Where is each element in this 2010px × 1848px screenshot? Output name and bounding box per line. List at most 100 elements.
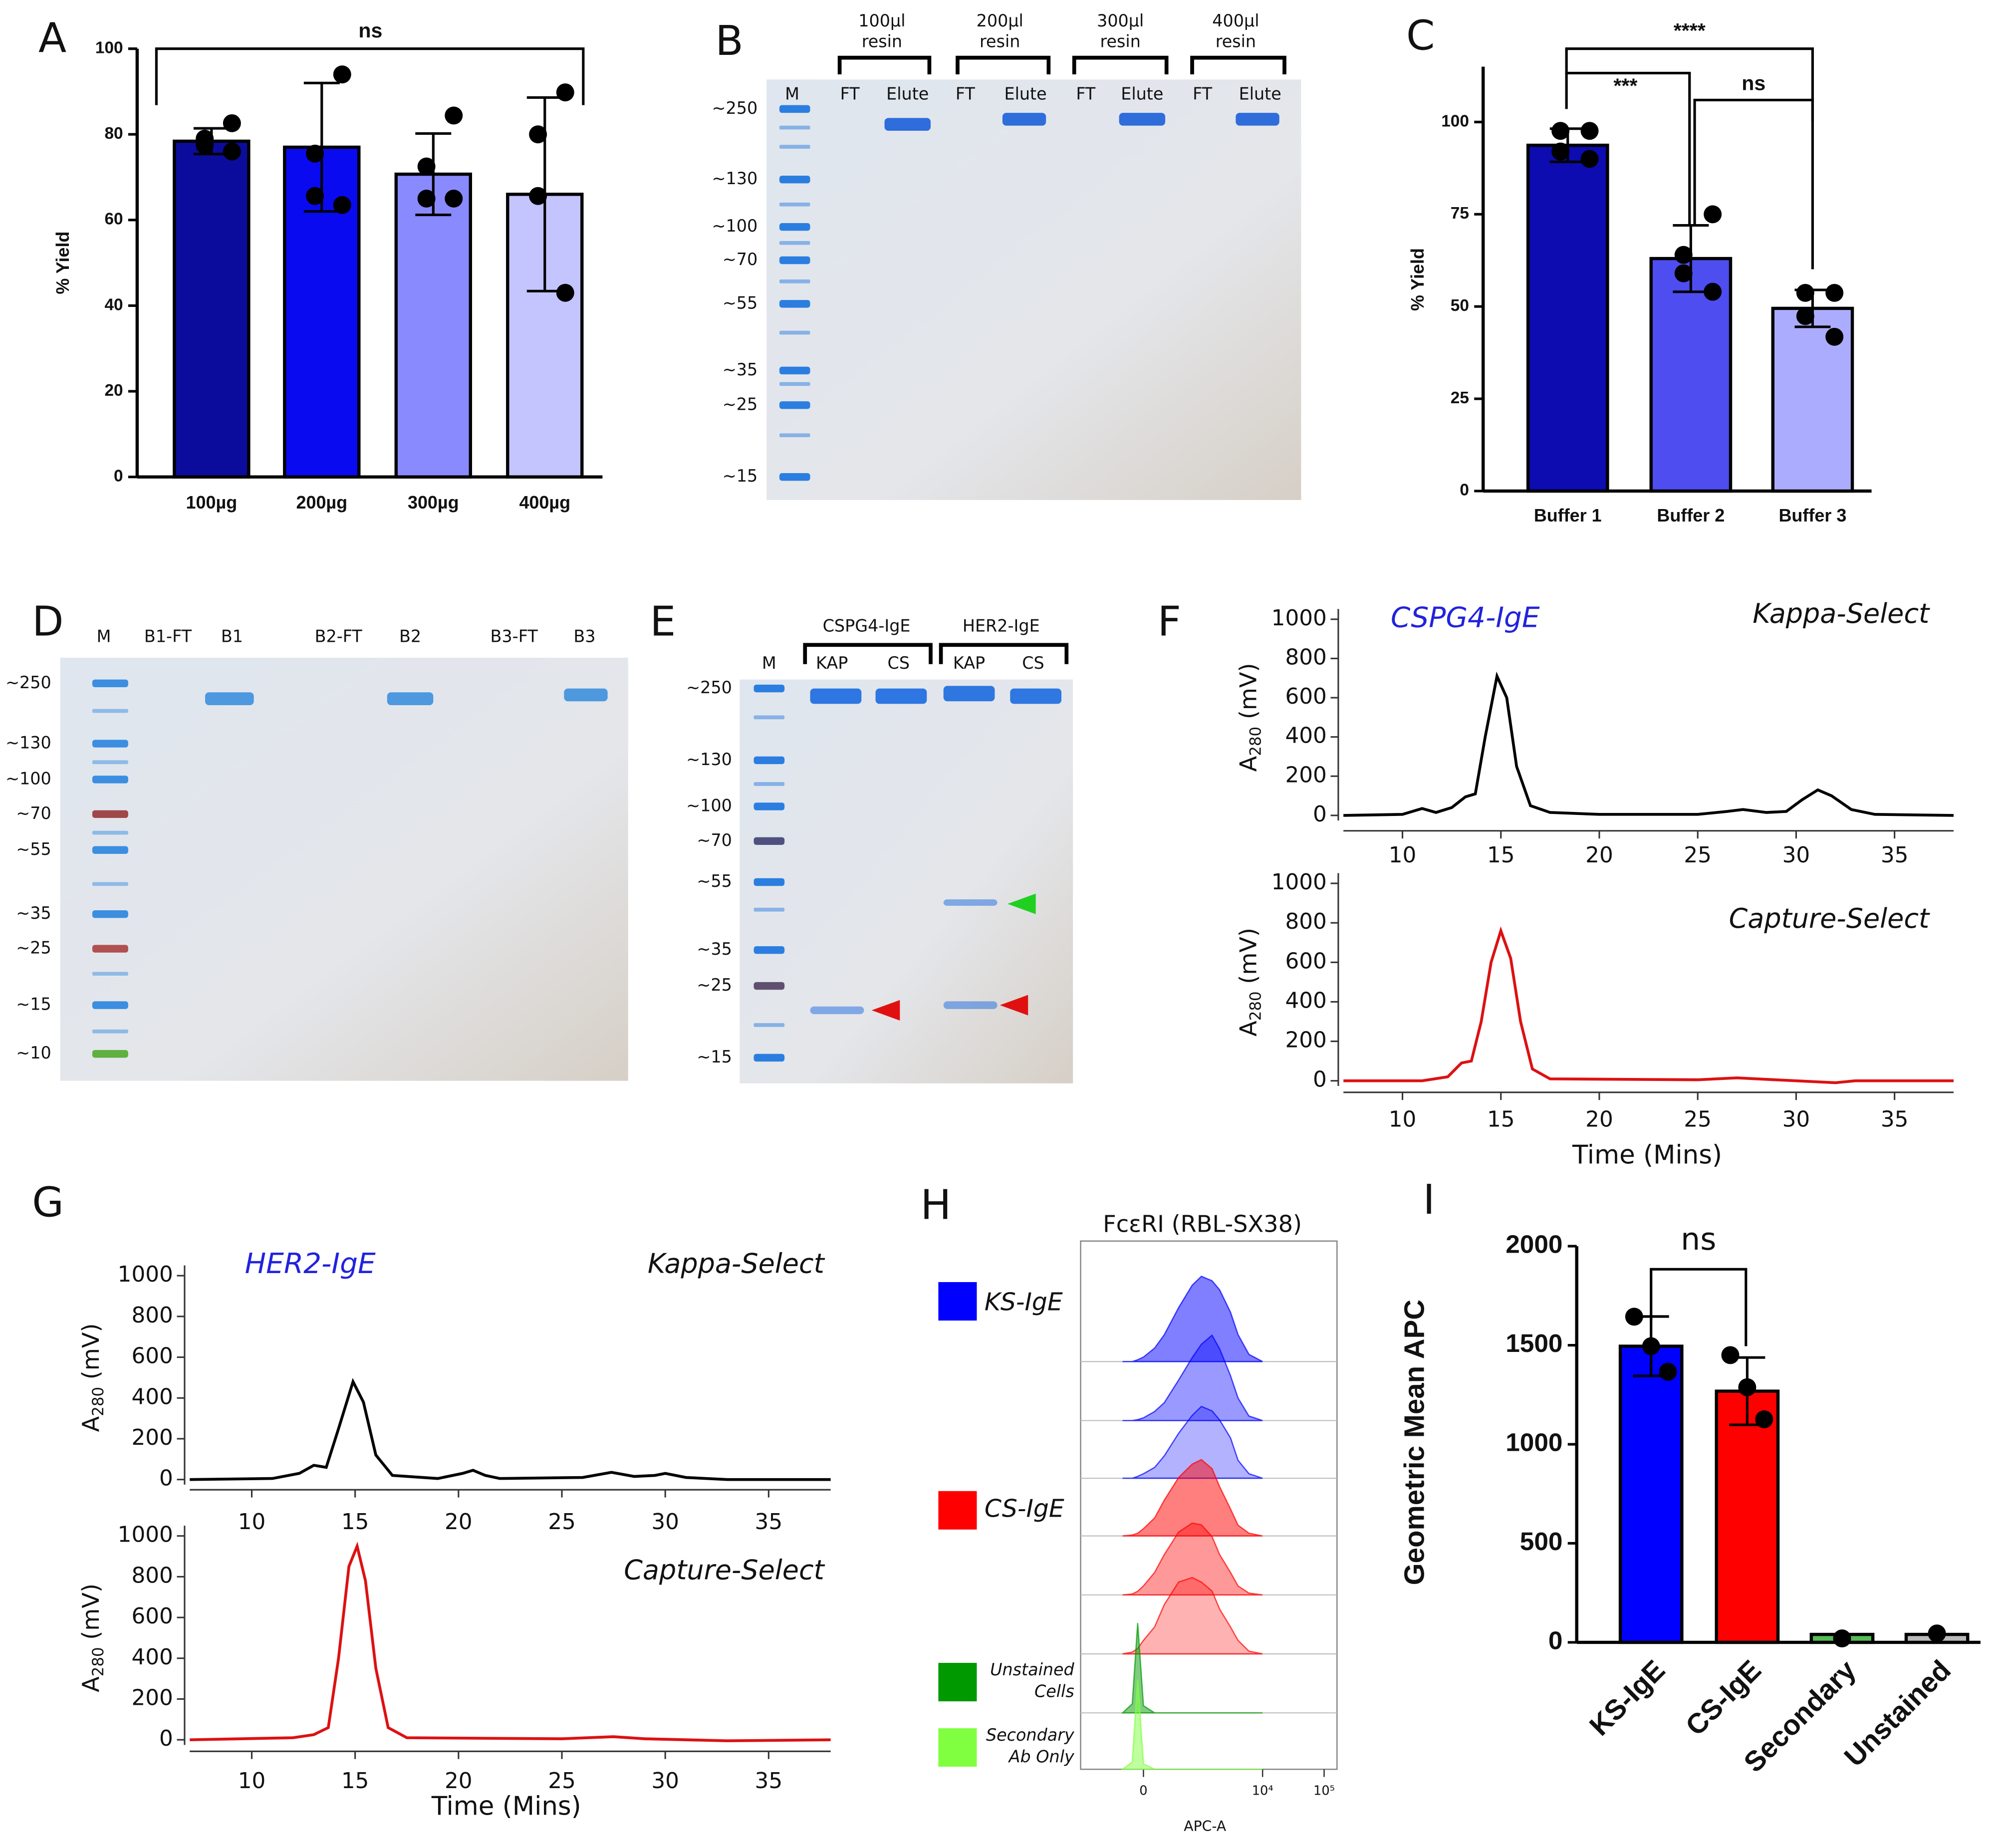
panel-letter: H xyxy=(920,1181,951,1229)
x-tick-label: 15 xyxy=(341,1768,369,1794)
chart-title: CSPG4-IgE xyxy=(1391,601,1540,634)
legend-swatch xyxy=(938,1728,977,1767)
group-label: 100µl xyxy=(858,11,905,30)
y-tick-label: 600 xyxy=(131,1603,173,1629)
band-arrow xyxy=(1000,995,1028,1016)
legend-label: CS-IgE xyxy=(985,1494,1064,1523)
density-trace xyxy=(1122,1275,1263,1362)
data-point xyxy=(333,196,351,214)
group-label: resin xyxy=(862,31,902,51)
x-tick-label: 10⁵ xyxy=(1313,1783,1335,1798)
y-tick-label: 20 xyxy=(104,381,123,400)
ladder-band xyxy=(779,256,810,264)
y-tick-label: 100 xyxy=(1441,112,1469,130)
lane-label: M xyxy=(97,626,111,646)
ladder-band xyxy=(779,401,810,409)
lane-label: CS xyxy=(888,653,910,673)
x-tick-label: CS-IgE xyxy=(1679,1654,1767,1742)
x-tick-label: 30 xyxy=(1782,1106,1810,1132)
group-bracket xyxy=(956,55,1051,75)
ladder-band xyxy=(92,910,128,918)
bar xyxy=(394,172,472,479)
y-tick-label: 80 xyxy=(104,124,123,143)
significance-bracket xyxy=(1565,47,1814,122)
ladder-band xyxy=(779,223,810,231)
data-point xyxy=(223,114,241,132)
y-tick-label: 40 xyxy=(104,295,123,314)
y-tick-label: 400 xyxy=(1285,723,1326,749)
ladder-band xyxy=(754,837,785,845)
marker-label: ~130 xyxy=(5,733,51,753)
y-axis-label: A280 (mV) xyxy=(77,1584,107,1692)
x-axis-label: Time (Mins) xyxy=(431,1791,581,1821)
data-point xyxy=(445,106,463,125)
legend-label: KS-IgE xyxy=(985,1288,1063,1317)
protein-band xyxy=(810,688,862,704)
group-label: HER2-IgE xyxy=(963,616,1040,636)
gel-image xyxy=(766,79,1301,500)
x-tick-label: 200µg xyxy=(296,492,347,513)
panel-letter: I xyxy=(1423,1176,1435,1224)
y-axis-label-part: A xyxy=(1235,1021,1261,1037)
data-point xyxy=(223,142,241,161)
y-axis-label-part: 280 xyxy=(1247,991,1264,1021)
x-tick-label: 25 xyxy=(548,1509,576,1535)
panel-letter: B xyxy=(715,17,743,65)
data-point xyxy=(1928,1624,1946,1643)
group-label: resin xyxy=(980,31,1020,51)
band-arrow xyxy=(871,1000,900,1021)
x-tick-label: 10 xyxy=(1389,842,1417,868)
y-tick-label: 200 xyxy=(1285,762,1326,788)
y-tick-label: 600 xyxy=(131,1343,173,1369)
significance-label: ns xyxy=(1742,71,1765,94)
data-point xyxy=(1674,264,1693,282)
data-point xyxy=(1551,142,1570,161)
panel-letter: A xyxy=(38,15,66,62)
lane-label: CS xyxy=(1022,653,1044,673)
x-tick-label: 10 xyxy=(1389,1106,1417,1132)
y-tick-label: 0 xyxy=(159,1726,173,1751)
protein-band xyxy=(1236,113,1279,126)
y-axis-label-part: A xyxy=(77,1416,104,1432)
marker-label: ~70 xyxy=(16,803,51,823)
x-tick-label: 15 xyxy=(341,1509,369,1535)
x-tick-label: 25 xyxy=(1684,842,1712,868)
ladder-band xyxy=(779,241,810,245)
data-point xyxy=(1738,1378,1757,1396)
legend-swatch xyxy=(938,1282,977,1321)
lane-label: B1-FT xyxy=(144,626,192,646)
x-tick-label: 20 xyxy=(445,1509,473,1535)
gel-image xyxy=(740,679,1073,1083)
marker-label: ~55 xyxy=(723,293,757,312)
x-tick-label: 35 xyxy=(1881,842,1909,868)
density-trace xyxy=(1122,1334,1263,1421)
y-tick-label: 60 xyxy=(104,210,123,229)
y-tick-label: 400 xyxy=(131,1384,173,1409)
y-tick-label: 500 xyxy=(1520,1527,1563,1556)
marker-label: ~15 xyxy=(16,995,51,1014)
legend-swatch xyxy=(938,1663,977,1702)
x-tick-label: 35 xyxy=(1881,1106,1909,1132)
x-tick-label: 100µg xyxy=(186,492,238,513)
x-tick-label: 30 xyxy=(1782,842,1810,868)
lane-label: B3 xyxy=(573,626,595,646)
ladder-band xyxy=(92,740,128,748)
lane-label: KAP xyxy=(816,653,848,673)
ladder-band xyxy=(754,684,785,693)
marker-label: ~25 xyxy=(697,975,732,995)
ladder-band xyxy=(754,982,785,990)
marker-label: ~250 xyxy=(712,98,758,118)
data-point xyxy=(1796,307,1814,325)
ladder-band xyxy=(779,145,810,149)
y-tick-label: 800 xyxy=(1285,909,1326,934)
marker-label: ~250 xyxy=(5,673,51,692)
ladder-band xyxy=(779,175,810,184)
group-bracket xyxy=(837,55,932,75)
density-trace xyxy=(1122,1522,1263,1596)
lane-label: FT xyxy=(956,84,976,104)
ladder-band xyxy=(779,433,810,438)
protein-band xyxy=(564,688,608,702)
y-axis-label-part: (mV) xyxy=(1235,663,1261,726)
